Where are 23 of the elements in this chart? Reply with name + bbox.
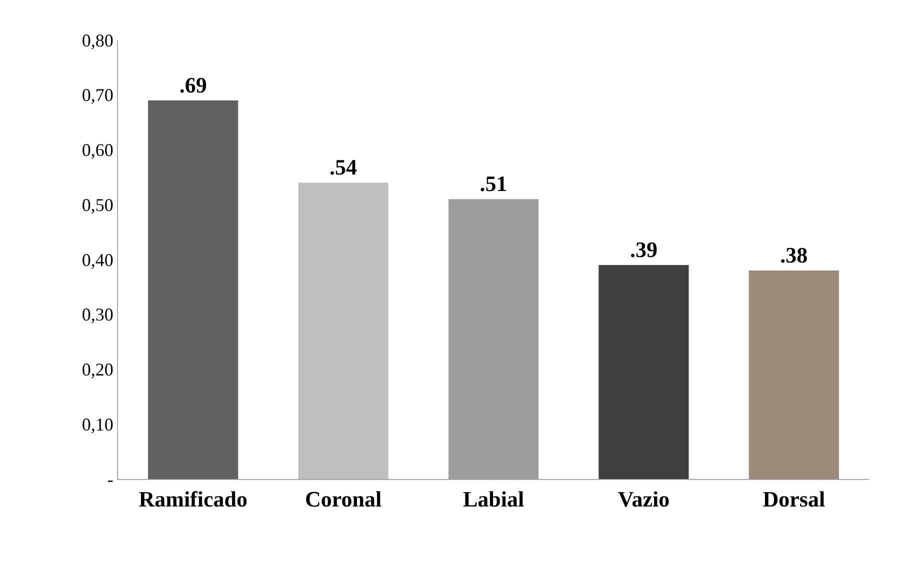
y-tick-label: 0,30 (82, 304, 114, 325)
data-label: .54 (330, 154, 358, 180)
y-tick-label: 0,40 (82, 250, 114, 270)
bar (748, 270, 839, 479)
data-label: .38 (780, 242, 808, 268)
bar (598, 264, 689, 479)
x-tick-label: Coronal (304, 486, 382, 512)
bar (148, 100, 238, 479)
y-tick-label: 0,20 (82, 360, 114, 380)
x-tick-label: Vazio (618, 486, 670, 512)
x-tick-label: Ramificado (138, 486, 248, 512)
data-label: .51 (480, 171, 508, 196)
data-label: .69 (179, 72, 207, 98)
y-tick-label: 0,10 (82, 414, 114, 434)
bar (298, 182, 388, 479)
x-tick-label: Dorsal (762, 486, 826, 512)
y-tick-label: 0,70 (82, 85, 114, 106)
data-label: .39 (630, 236, 658, 262)
x-tick-label: Labial (462, 486, 524, 512)
y-tick-label: 0,80 (82, 30, 114, 50)
y-tick-label: 0,60 (82, 140, 114, 160)
y-tick-label: 0,50 (82, 194, 114, 215)
y-tick-label: - (107, 469, 114, 490)
